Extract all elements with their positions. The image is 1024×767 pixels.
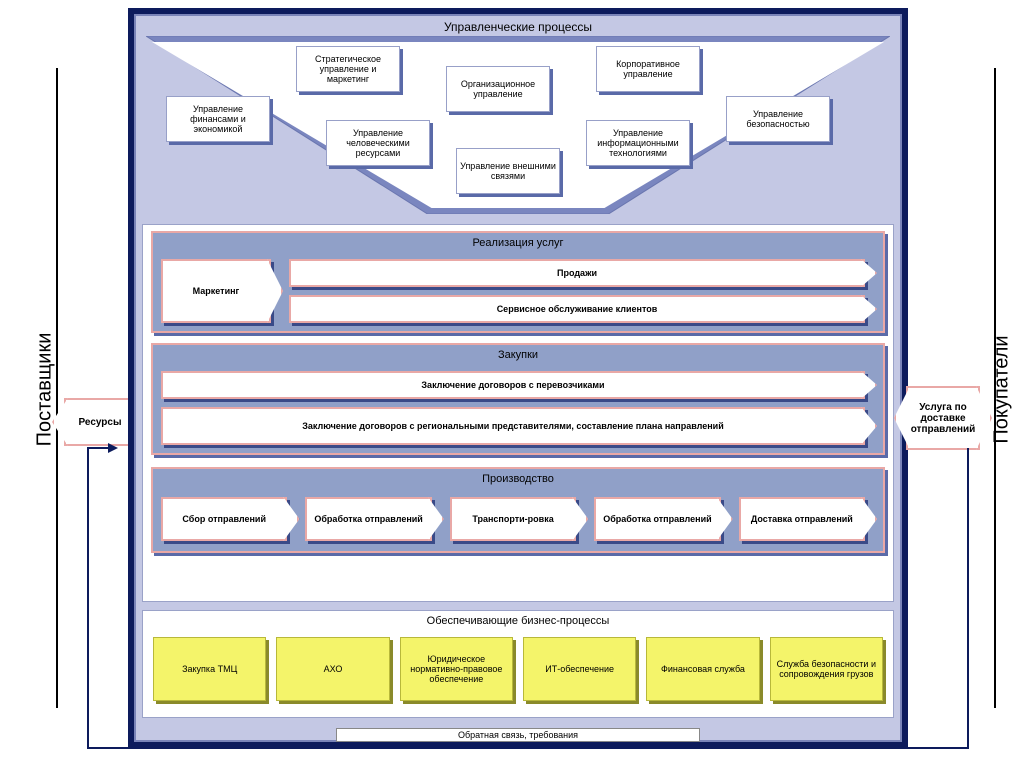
management-triangle: Стратегическое управление и маркетинг Орг…	[146, 36, 890, 214]
services-group: Реализация услуг Маркетинг Продажи Серви	[151, 231, 885, 333]
production-step-3: Обработка отправлений	[594, 497, 720, 541]
mgmt-box-2: Корпоративное управление	[596, 46, 700, 92]
support-box-3: ИТ-обеспечение	[523, 637, 636, 701]
mgmt-box-1: Организационное управление	[446, 66, 550, 112]
service-arrow: Сервисное обслуживание клиентов	[289, 295, 865, 323]
production-step-4: Доставка отправлений	[739, 497, 865, 541]
management-title: Управленческие процессы	[142, 18, 894, 36]
mgmt-box-5: Управление внешними связями	[456, 148, 560, 194]
production-title: Производство	[153, 469, 883, 491]
support-box-1: АХО	[276, 637, 389, 701]
production-step-2: Транспорти-ровка	[450, 497, 576, 541]
services-title: Реализация услуг	[153, 233, 883, 255]
output-arrow: Услуга по доставке отправлений	[906, 386, 980, 450]
procurement-row2: Заключение договоров с региональными пре…	[161, 407, 865, 445]
output-text: Услуга по доставке отправлений	[908, 402, 978, 435]
service-text: Сервисное обслуживание клиентов	[497, 304, 658, 314]
feedback-text: Обратная связь, требования	[458, 730, 578, 740]
feedback-bar: Обратная связь, требования	[336, 728, 700, 742]
procurement-row1: Заключение договоров с перевозчиками	[161, 371, 865, 399]
procurement-title: Закупки	[153, 345, 883, 367]
support-box-5: Служба безопасности и сопровождения груз…	[770, 637, 883, 701]
production-group: Производство Сбор отправлений Обработка о…	[151, 467, 885, 553]
sales-arrow: Продажи	[289, 259, 865, 287]
right-vertical-line	[994, 68, 996, 708]
production-step-1: Обработка отправлений	[305, 497, 431, 541]
value-chain-panel: Реализация услуг Маркетинг Продажи Серви	[142, 224, 894, 602]
sales-text: Продажи	[557, 268, 597, 278]
resources-input-arrow: Ресурсы	[64, 398, 136, 446]
procurement-row2-text: Заключение договоров с региональными пре…	[302, 421, 723, 431]
support-box-4: Финансовая служба	[646, 637, 759, 701]
support-box-2: Юридическое нормативно-правовое обеспече…	[400, 637, 513, 701]
suppliers-label: Поставщики	[33, 333, 56, 447]
left-vertical-line	[56, 68, 58, 708]
support-box-0: Закупка ТМЦ	[153, 637, 266, 701]
diagram-stage: Поставщики Покупатели Ресурсы ООО «ЕМС Г…	[8, 8, 1016, 759]
management-section: Управленческие процессы Стратегическое у…	[142, 18, 894, 218]
mgmt-box-4: Управление человеческими ресурсами	[326, 120, 430, 166]
resources-text: Ресурсы	[78, 417, 121, 428]
procurement-group: Закупки Заключение договоров с перевозчи…	[151, 343, 885, 455]
mgmt-box-0: Стратегическое управление и маркетинг	[296, 46, 400, 92]
mgmt-box-6: Управление информационными технологиями	[586, 120, 690, 166]
mgmt-box-3: Управление финансами и экономикой	[166, 96, 270, 142]
main-frame: Управленческие процессы Стратегическое у…	[128, 8, 908, 748]
support-title: Обеспечивающие бизнес-процессы	[143, 611, 893, 631]
production-step-0: Сбор отправлений	[161, 497, 287, 541]
frame-inner: Управленческие процессы Стратегическое у…	[134, 14, 902, 742]
support-section: Обеспечивающие бизнес-процессы Закупка Т…	[142, 610, 894, 718]
mgmt-box-7: Управление безопасностью	[726, 96, 830, 142]
procurement-row1-text: Заключение договоров с перевозчиками	[421, 380, 604, 390]
